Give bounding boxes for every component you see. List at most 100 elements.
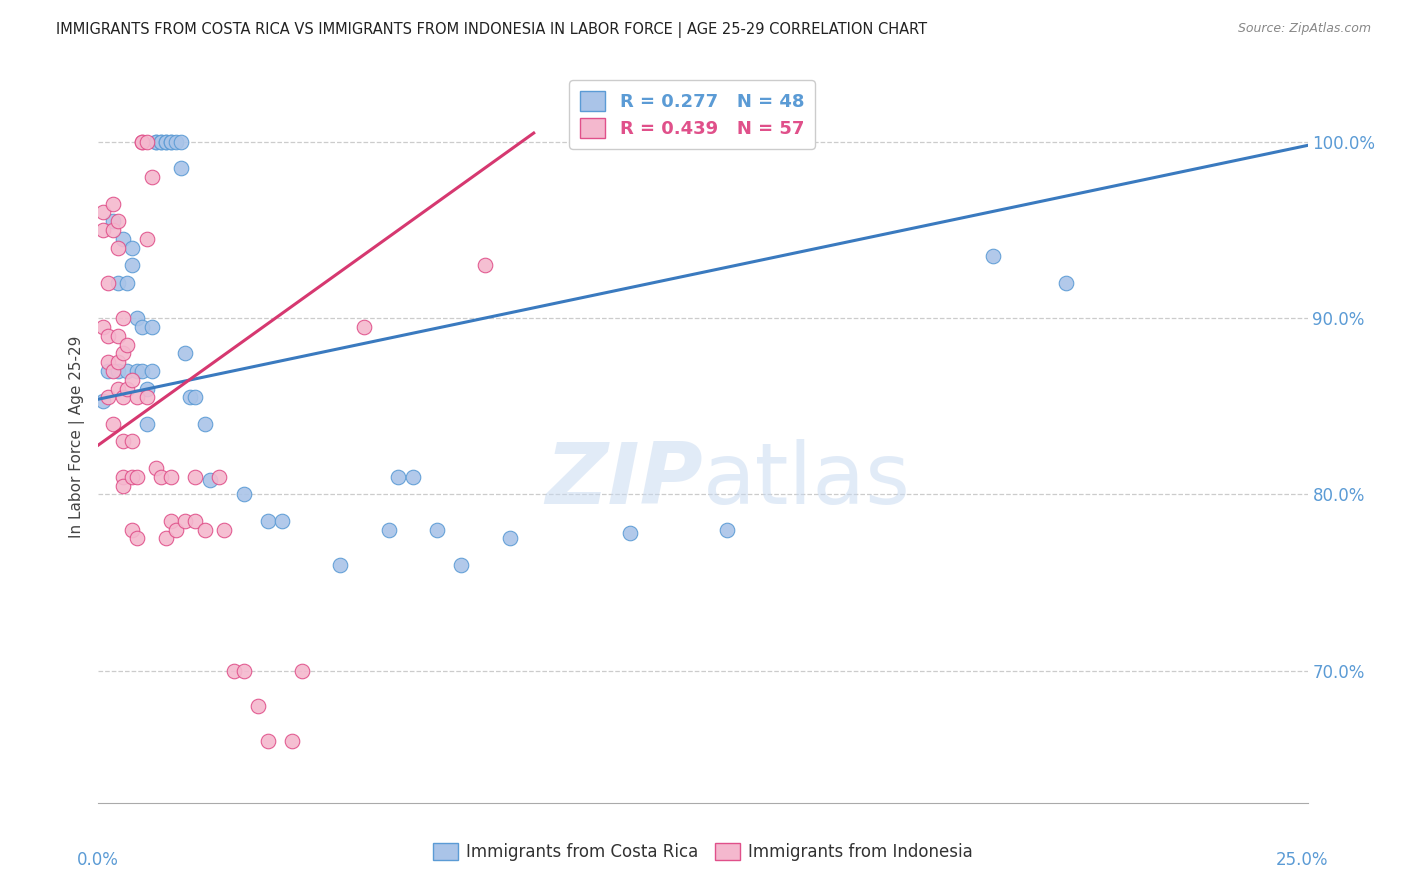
Point [117, 276, 139, 290]
Point [135, 382, 157, 396]
Point [194, 523, 217, 537]
Point [111, 311, 134, 326]
Point [165, 135, 187, 149]
Point [179, 391, 201, 405]
Point [91, 205, 114, 219]
Point [107, 364, 129, 378]
Text: atlas: atlas [703, 440, 911, 523]
Point [101, 417, 124, 431]
Point [281, 734, 304, 748]
Point [107, 241, 129, 255]
Point [145, 135, 167, 149]
Point [150, 469, 173, 483]
Point [107, 328, 129, 343]
Point [619, 526, 641, 541]
Point [117, 337, 139, 351]
Text: IMMIGRANTS FROM COSTA RICA VS IMMIGRANTS FROM INDONESIA IN LABOR FORCE | AGE 25-: IMMIGRANTS FROM COSTA RICA VS IMMIGRANTS… [56, 22, 928, 38]
Point [101, 196, 124, 211]
Point [160, 135, 183, 149]
Point [160, 469, 183, 483]
Point [450, 558, 472, 572]
Point [111, 346, 134, 360]
Point [232, 664, 254, 678]
Point [111, 469, 134, 483]
Point [107, 382, 129, 396]
Point [184, 469, 207, 483]
Point [145, 461, 167, 475]
Point [169, 135, 191, 149]
Point [111, 478, 134, 492]
Text: ZIP: ZIP [546, 440, 703, 523]
Point [160, 135, 183, 149]
Point [135, 417, 157, 431]
Point [97, 276, 120, 290]
Point [131, 364, 153, 378]
Point [111, 232, 134, 246]
Point [141, 170, 163, 185]
Point [135, 232, 157, 246]
Point [107, 276, 129, 290]
Point [232, 487, 254, 501]
Point [165, 523, 187, 537]
Point [127, 391, 149, 405]
Point [329, 558, 352, 572]
Point [117, 364, 139, 378]
Point [155, 135, 177, 149]
Legend: R = 0.277   N = 48, R = 0.439   N = 57: R = 0.277 N = 48, R = 0.439 N = 57 [569, 80, 815, 149]
Point [208, 469, 231, 483]
Point [91, 393, 114, 408]
Point [121, 434, 143, 449]
Point [174, 346, 197, 360]
Point [184, 391, 207, 405]
Point [127, 469, 149, 483]
Point [97, 328, 120, 343]
Point [117, 382, 139, 396]
Point [169, 161, 191, 176]
Point [184, 514, 207, 528]
Point [256, 734, 278, 748]
Point [97, 391, 120, 405]
Point [198, 473, 221, 487]
Point [121, 258, 143, 272]
Point [353, 320, 375, 334]
Point [121, 373, 143, 387]
Point [127, 311, 149, 326]
Point [97, 355, 120, 369]
Point [981, 249, 1004, 263]
Text: 0.0%: 0.0% [77, 851, 120, 869]
Point [101, 364, 124, 378]
Point [212, 523, 235, 537]
Point [101, 223, 124, 237]
Point [131, 135, 153, 149]
Point [145, 135, 167, 149]
Point [135, 391, 157, 405]
Point [141, 320, 163, 334]
Text: 25.0%: 25.0% [1277, 851, 1329, 869]
Point [474, 258, 496, 272]
Point [107, 214, 129, 228]
Y-axis label: In Labor Force | Age 25-29: In Labor Force | Age 25-29 [69, 336, 84, 538]
Point [150, 135, 173, 149]
Point [256, 514, 278, 528]
Point [247, 698, 270, 713]
Point [121, 241, 143, 255]
Point [91, 223, 114, 237]
Point [222, 664, 245, 678]
Point [160, 514, 183, 528]
Point [135, 135, 157, 149]
Point [155, 135, 177, 149]
Point [150, 135, 173, 149]
Point [387, 469, 409, 483]
Point [97, 364, 120, 378]
Point [1054, 276, 1077, 290]
Point [131, 135, 153, 149]
Point [141, 364, 163, 378]
Point [194, 417, 217, 431]
Point [131, 320, 153, 334]
Point [377, 523, 399, 537]
Point [174, 514, 197, 528]
Point [91, 320, 114, 334]
Point [101, 214, 124, 228]
Point [498, 532, 520, 546]
Point [111, 391, 134, 405]
